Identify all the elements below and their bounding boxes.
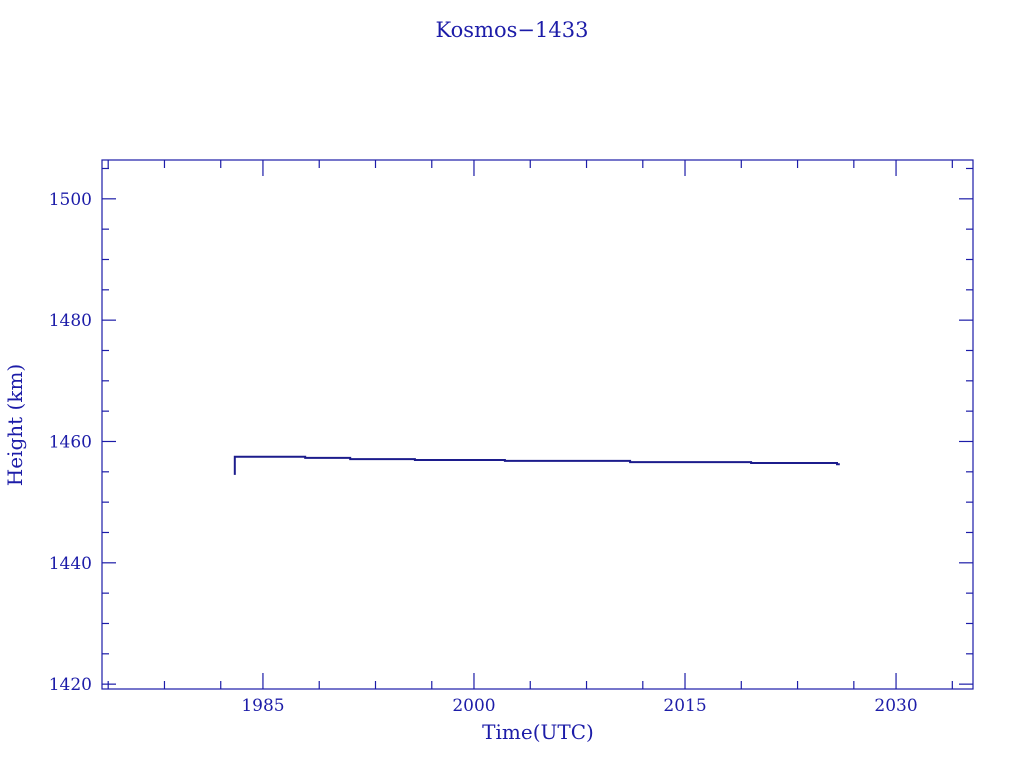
- series-line: [233, 455, 840, 475]
- x-axis-label: Time(UTC): [482, 720, 594, 744]
- x-tick-label: 2000: [452, 696, 495, 716]
- tick-labels: 1985 2000 2015 2030 1420 1440 1460 1480 1500: [49, 190, 918, 716]
- x-tick-label: 2015: [663, 696, 706, 716]
- y-tick-label: 1420: [49, 675, 92, 695]
- chart-title: Kosmos−1433: [436, 18, 589, 42]
- y-tick-label: 1440: [49, 554, 92, 574]
- x-tick-label: 2030: [874, 696, 917, 716]
- plot-frame: [101, 159, 974, 690]
- y-axis-label: Height (km): [3, 364, 27, 486]
- y-tick-label: 1480: [49, 311, 92, 331]
- y-tick-label: 1500: [49, 190, 92, 210]
- axis-ticks: [102, 160, 973, 689]
- x-tick-label: 1985: [241, 696, 284, 716]
- y-tick-label: 1460: [49, 432, 92, 452]
